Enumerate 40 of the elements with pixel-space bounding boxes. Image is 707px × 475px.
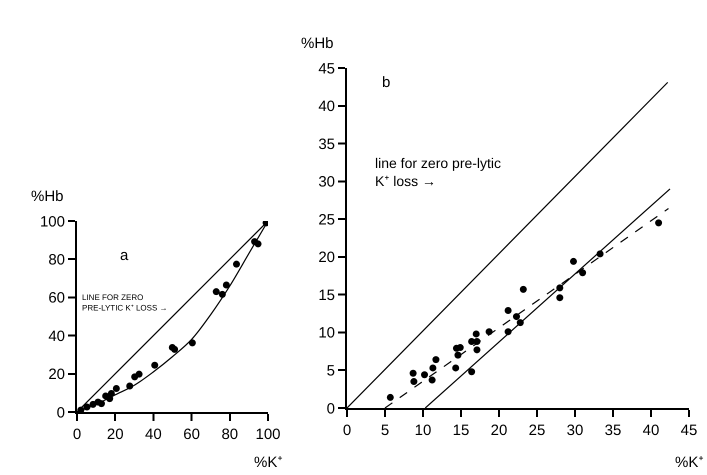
y-tick-label: 40 [48,328,65,345]
y-tick-label: 0 [326,400,335,418]
y-tick-label: 5 [326,362,335,380]
x-tick-label: 10 [414,422,432,439]
y-tick-label: 30 [318,174,335,191]
x-tick-label: 40 [145,426,162,443]
y-axis-title: %Hb [31,188,64,205]
y-tick-label: 10 [318,324,335,342]
x-tick-label: 20 [490,422,508,439]
y-axis-title: %Hb [301,35,334,52]
x-tick-label: 5 [380,422,390,439]
y-tick-label: 35 [318,136,335,153]
y-tick-label: 20 [48,366,65,384]
x-tick-label: 0 [72,426,82,443]
y-tick-label: 80 [48,251,65,268]
y-tick-label: 100 [40,213,65,230]
annotation: LINE FOR ZERO PRE-LYTIC K⁺ LOSS → [82,293,168,312]
annotation: a [120,247,129,264]
annotation: b [382,74,390,91]
x-tick-label: 25 [528,422,546,439]
x-tick-label: 100 [255,426,281,443]
annotation: line for zero pre-lytic K⁺ loss → [375,155,502,190]
x-tick-label: 80 [221,426,238,443]
y-tick-label: 0 [56,404,65,422]
x-axis-title: %K⁺ [254,454,282,471]
x-tick-label: 35 [604,422,622,439]
x-tick-label: 40 [642,422,660,439]
y-tick-label: 25 [318,211,335,228]
x-tick-label: 20 [106,426,124,443]
x-tick-label: 60 [183,426,200,443]
x-tick-label: 45 [680,422,698,439]
y-tick-label: 45 [318,60,335,78]
x-tick-label: 0 [342,422,352,439]
x-tick-label: 30 [566,422,584,439]
y-tick-label: 20 [318,249,335,266]
y-tick-label: 40 [318,98,335,116]
y-tick-label: 15 [318,286,335,304]
x-tick-label: 15 [452,422,470,439]
y-tick-label: 60 [48,290,65,307]
x-axis-title: %K⁺ [675,454,704,471]
